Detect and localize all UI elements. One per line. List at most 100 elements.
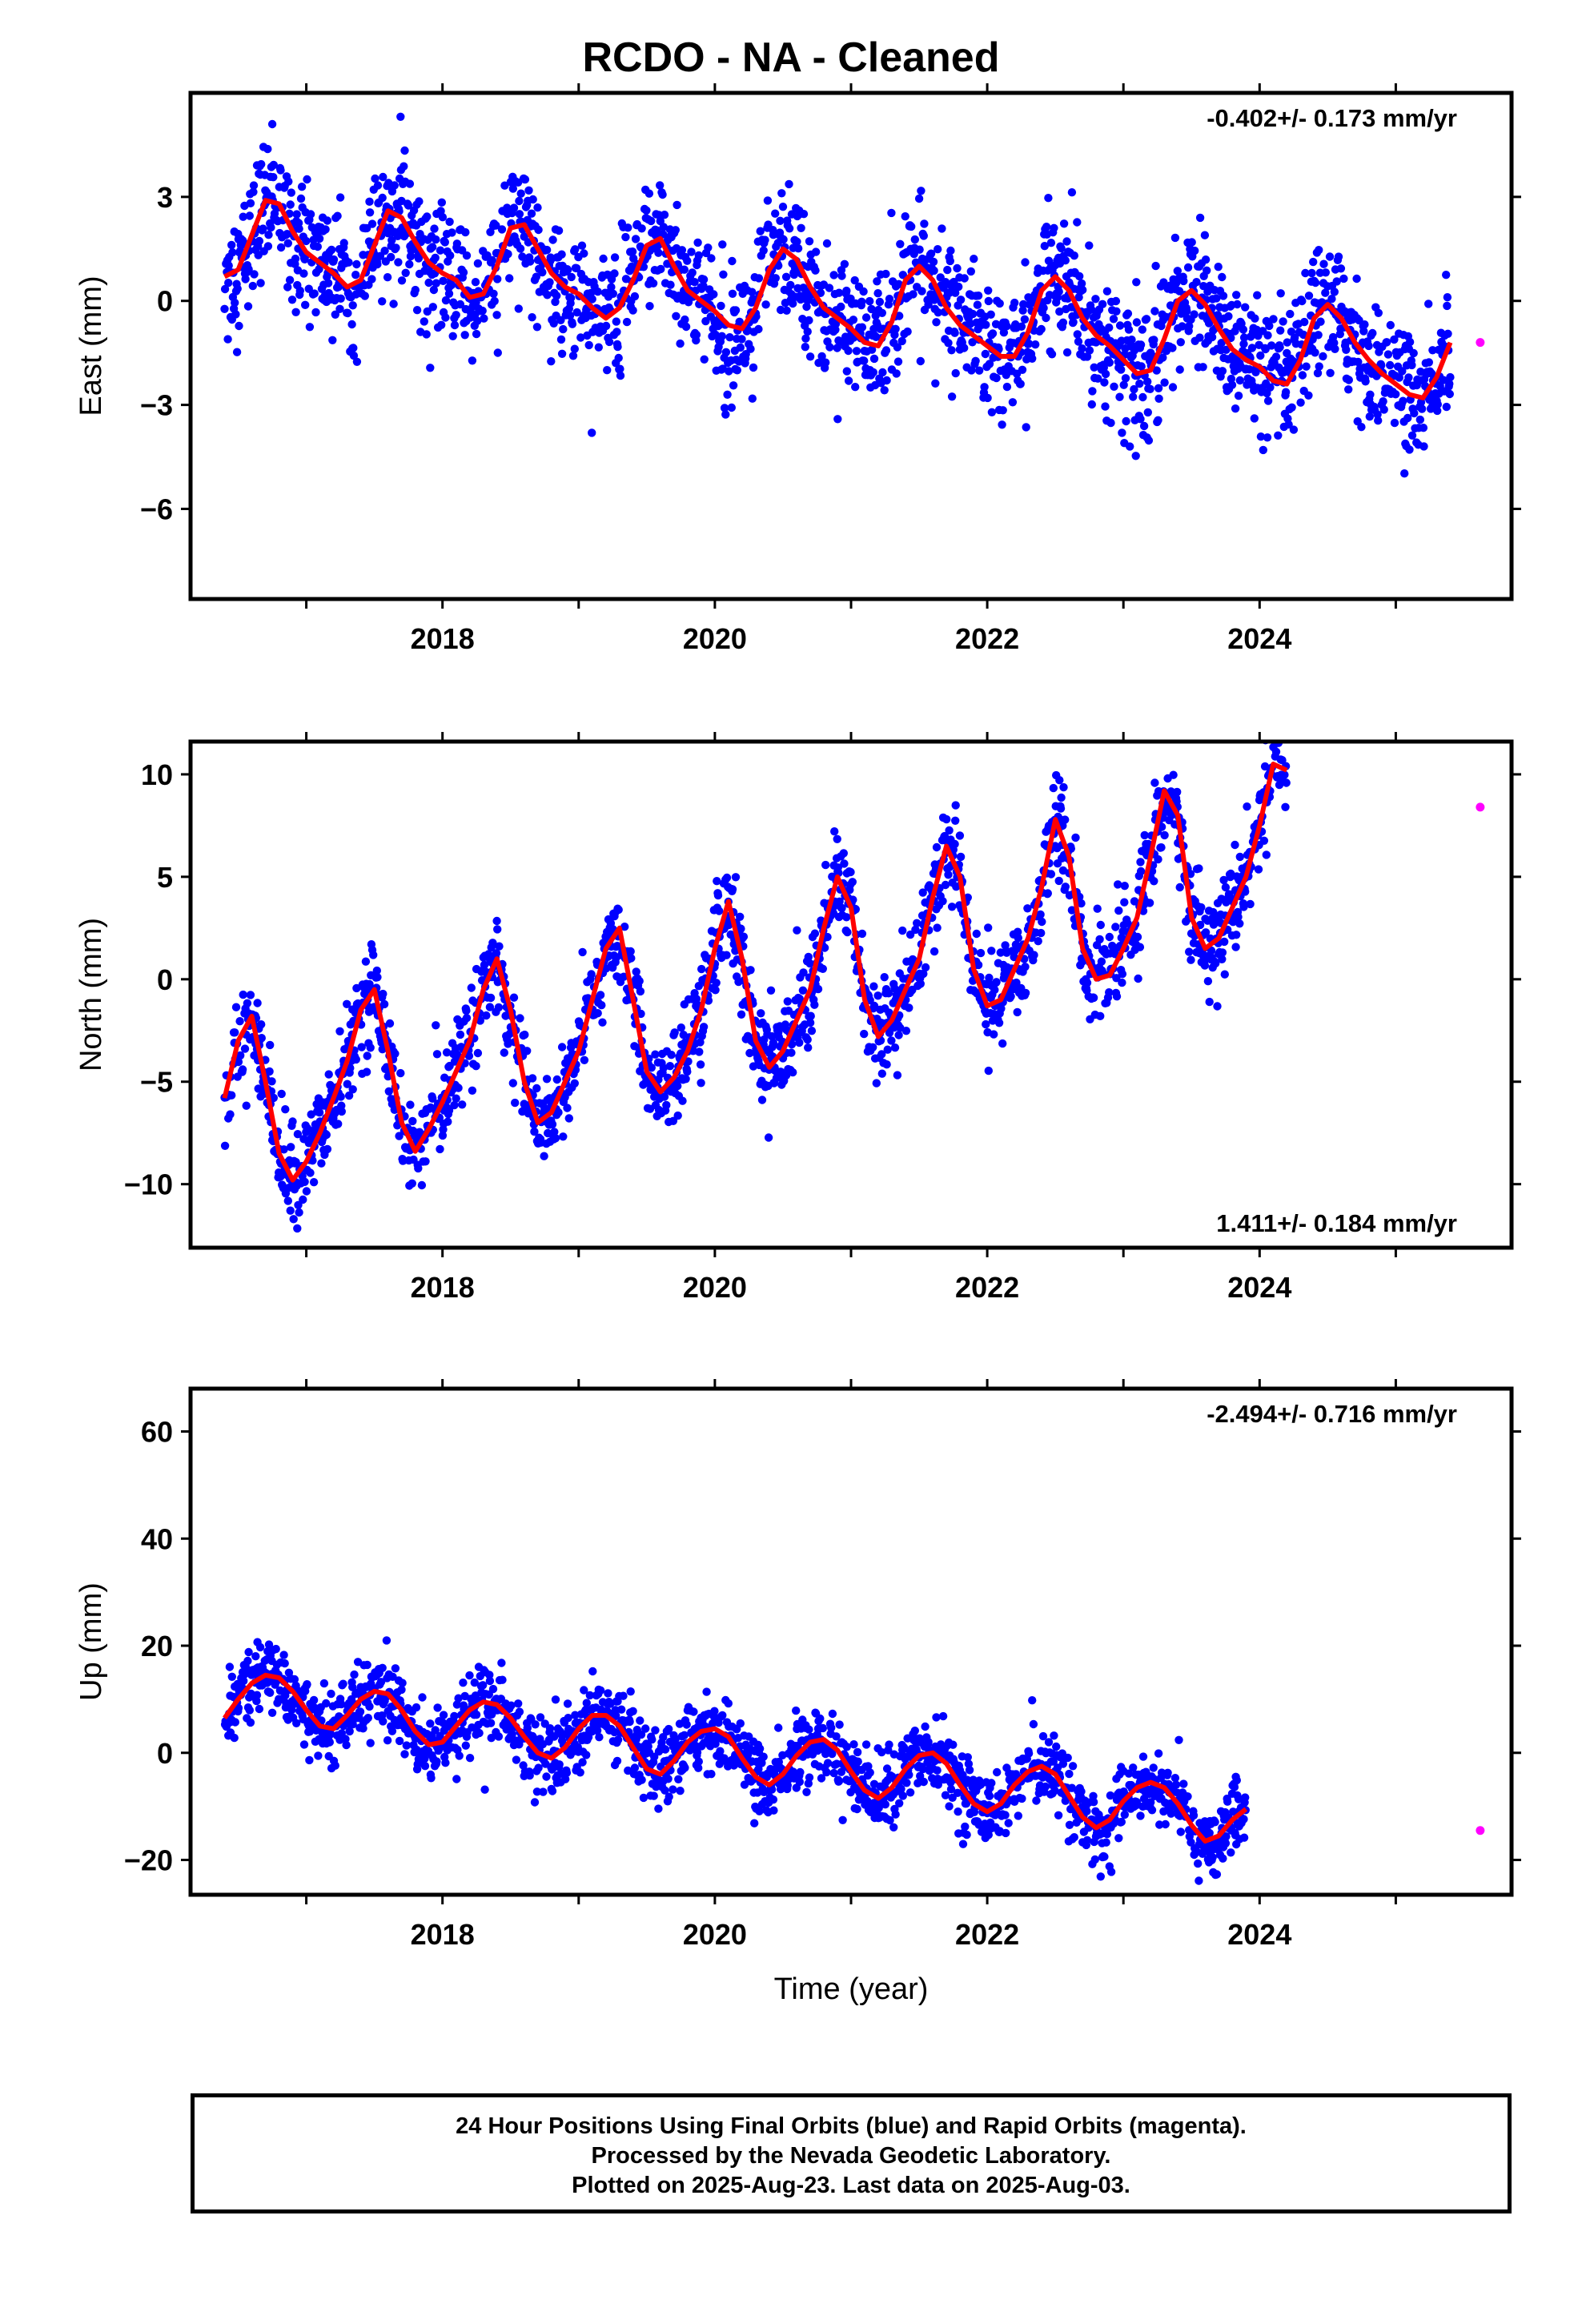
final-point — [771, 274, 780, 283]
final-point — [601, 321, 611, 331]
final-point — [1231, 840, 1239, 850]
final-point — [1175, 883, 1184, 892]
final-point — [452, 1094, 460, 1103]
final-point — [1195, 213, 1205, 223]
final-point — [950, 839, 959, 849]
final-point — [894, 1031, 903, 1039]
final-point — [1419, 0, 1427, 4]
final-point — [1287, 0, 1295, 4]
final-point — [1407, 0, 1415, 4]
final-point — [348, 1683, 357, 1691]
final-point — [336, 1092, 345, 1101]
final-point — [944, 870, 953, 879]
final-point — [508, 1079, 517, 1088]
final-point — [1239, 903, 1248, 911]
final-point — [1312, 0, 1320, 4]
final-point — [907, 222, 916, 231]
final-point — [1246, 899, 1255, 909]
final-point — [1082, 352, 1092, 361]
final-point — [1132, 318, 1142, 327]
final-point — [844, 376, 853, 385]
final-point — [721, 410, 730, 419]
final-point — [446, 251, 455, 260]
final-point — [1331, 0, 1339, 4]
final-point — [468, 1086, 477, 1096]
final-point — [1256, 432, 1266, 441]
final-point — [306, 210, 315, 219]
final-point — [401, 268, 410, 277]
final-point — [1239, 340, 1248, 348]
final-point — [1433, 0, 1441, 4]
final-point — [712, 979, 721, 987]
final-point — [220, 284, 230, 294]
final-point — [1399, 396, 1407, 405]
final-point — [343, 999, 351, 1009]
final-point — [1059, 782, 1068, 792]
final-point — [1105, 358, 1114, 367]
final-point — [227, 1672, 236, 1681]
final-point — [690, 278, 699, 287]
final-point — [1347, 0, 1355, 4]
final-point — [1287, 328, 1296, 336]
final-point — [737, 924, 745, 933]
final-point — [1347, 0, 1355, 4]
final-point — [361, 957, 371, 966]
final-point — [348, 301, 357, 310]
final-point — [748, 287, 757, 296]
final-point — [1454, 0, 1462, 4]
final-point — [279, 1145, 288, 1154]
final-point — [391, 1049, 400, 1059]
final-point — [557, 250, 566, 259]
final-point — [1405, 445, 1414, 454]
final-point — [528, 1074, 537, 1083]
final-point — [1136, 866, 1146, 876]
final-point — [619, 972, 628, 981]
final-point — [884, 989, 893, 998]
final-point — [243, 1656, 252, 1666]
final-point — [893, 343, 902, 352]
final-point — [733, 366, 741, 375]
final-point — [1359, 327, 1368, 336]
final-point — [1077, 899, 1086, 908]
final-point — [1254, 865, 1263, 874]
final-point — [1436, 0, 1444, 4]
final-point — [1231, 404, 1240, 413]
final-point — [1308, 0, 1316, 4]
final-point — [1462, 0, 1470, 4]
final-point — [1310, 0, 1318, 4]
final-point — [1291, 0, 1299, 4]
final-point — [295, 286, 304, 296]
final-point — [397, 1685, 406, 1695]
final-point — [220, 304, 229, 313]
final-point — [1419, 442, 1428, 451]
final-point — [1433, 400, 1443, 409]
final-point — [257, 1034, 266, 1043]
final-point — [1217, 339, 1226, 348]
final-point — [454, 1694, 463, 1703]
final-point — [246, 1718, 255, 1727]
final-point — [593, 1009, 602, 1018]
final-point — [1316, 317, 1325, 326]
final-point — [629, 254, 638, 263]
final-point — [384, 1087, 393, 1096]
final-point — [867, 345, 877, 354]
final-point — [1452, 0, 1460, 4]
final-point — [267, 1708, 277, 1717]
final-point — [1023, 904, 1032, 913]
final-point — [1093, 904, 1102, 913]
final-point — [1395, 373, 1404, 382]
final-point — [1295, 0, 1303, 4]
final-point — [723, 390, 732, 399]
final-point — [799, 968, 808, 977]
final-point — [941, 880, 950, 890]
final-point — [396, 1068, 405, 1078]
final-point — [1283, 338, 1292, 347]
final-point — [1233, 300, 1242, 309]
final-point — [527, 209, 536, 218]
final-point — [1185, 322, 1194, 331]
final-point — [783, 997, 792, 1006]
final-point — [1201, 928, 1211, 937]
final-point — [311, 308, 320, 317]
final-point — [1383, 0, 1391, 4]
final-point — [764, 1133, 773, 1142]
